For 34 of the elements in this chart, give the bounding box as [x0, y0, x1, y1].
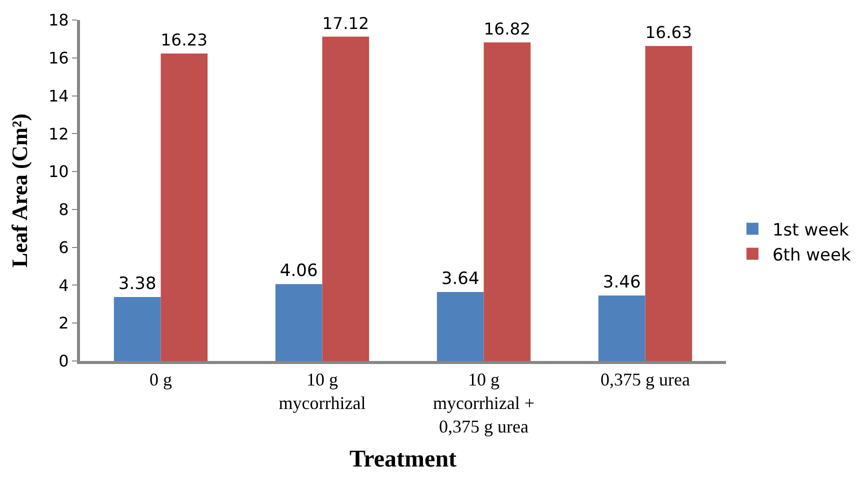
bar [436, 292, 484, 361]
y-tick-label: 4 [58, 276, 69, 295]
data-label: 17.12 [322, 14, 370, 33]
y-tick-label: 18 [48, 10, 69, 30]
data-label: 4.06 [280, 261, 318, 282]
bar [160, 54, 208, 361]
data-label: 3.38 [118, 274, 156, 294]
x-tick-label: 0 g [150, 370, 172, 390]
data-label: 16.23 [160, 30, 208, 50]
data-label: 3.46 [602, 272, 641, 292]
bar [275, 284, 322, 361]
bar [645, 46, 692, 361]
data-label: 3.64 [441, 269, 480, 290]
y-tick-label: 0 [58, 352, 69, 371]
y-tick-label: 10 [48, 162, 69, 182]
x-tick-label: 0,375 g urea [600, 370, 690, 390]
bar [484, 42, 531, 361]
data-label: 16.63 [645, 23, 692, 42]
y-tick-label: 16 [48, 48, 69, 68]
legend-label: 6th week [772, 245, 851, 266]
data-label: 16.82 [484, 20, 531, 39]
y-tick-label: 2 [58, 314, 69, 333]
x-tick-label: 10 g mycorrhizal + 0,375 g urea [432, 370, 535, 436]
bar [322, 36, 370, 361]
y-tick-label: 8 [58, 200, 69, 220]
y-axis-title: Leaf Area (Cm²) [7, 113, 32, 268]
x-tick-label: 10 g mycorrhizal [278, 370, 366, 413]
y-tick-label: 6 [58, 238, 69, 257]
legend-label: 1st week [772, 220, 850, 240]
x-axis-title: Treatment [349, 446, 457, 473]
y-tick-label: 14 [48, 86, 69, 106]
bar [114, 296, 161, 361]
y-tick-label: 12 [48, 124, 69, 144]
bar [598, 295, 646, 361]
